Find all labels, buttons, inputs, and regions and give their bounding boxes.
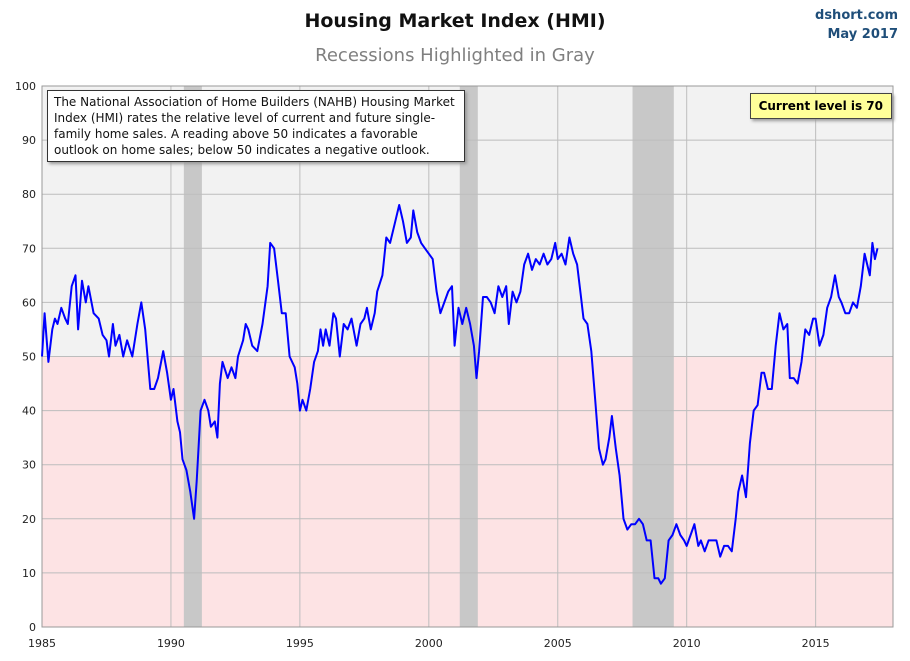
x-tick-label: 2000 xyxy=(415,637,443,650)
y-tick-label: 100 xyxy=(15,80,36,93)
y-tick-label: 90 xyxy=(22,134,36,147)
y-tick-label: 40 xyxy=(22,405,36,418)
x-tick-label: 1995 xyxy=(286,637,314,650)
x-tick-label: 2005 xyxy=(544,637,572,650)
x-tick-label: 2015 xyxy=(802,637,830,650)
y-tick-label: 60 xyxy=(22,296,36,309)
x-tick-label: 1985 xyxy=(28,637,56,650)
y-tick-label: 0 xyxy=(29,621,36,634)
chart-title: Housing Market Index (HMI) xyxy=(304,10,605,32)
date: May 2017 xyxy=(828,27,899,42)
y-tick-label: 80 xyxy=(22,188,36,201)
note: The National Association of Home Builder… xyxy=(47,90,465,162)
x-tick-label: 2010 xyxy=(673,637,701,650)
y-tick-label: 70 xyxy=(22,242,36,255)
chart-subtitle: Recessions Highlighted in Gray xyxy=(315,45,595,66)
y-tick-label: 20 xyxy=(22,513,36,526)
x-tick-label: 1990 xyxy=(157,637,185,650)
y-tick-label: 30 xyxy=(22,459,36,472)
y-tick-label: 50 xyxy=(22,351,36,364)
source: dshort.com xyxy=(815,8,898,23)
hmi-line xyxy=(41,204,879,585)
y-tick-label: 10 xyxy=(22,567,36,580)
annotation: Current level is 70 xyxy=(749,93,892,119)
